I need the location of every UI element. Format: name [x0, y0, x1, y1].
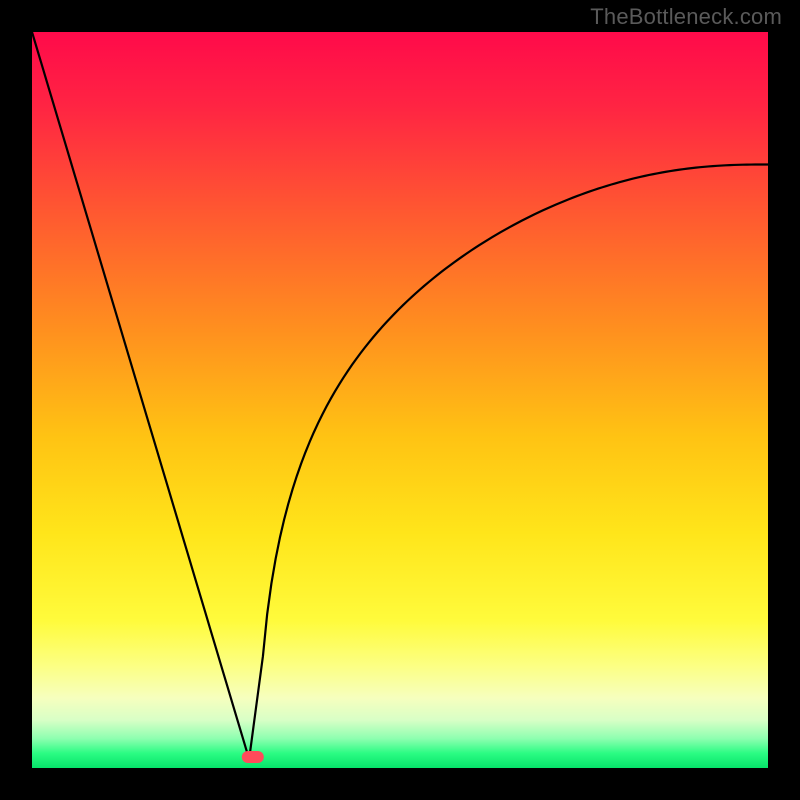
- plot-area: [32, 32, 768, 768]
- min-marker: [242, 751, 264, 763]
- watermark-text: TheBottleneck.com: [590, 4, 782, 30]
- chart-frame: TheBottleneck.com: [0, 0, 800, 800]
- plot-svg: [32, 32, 768, 768]
